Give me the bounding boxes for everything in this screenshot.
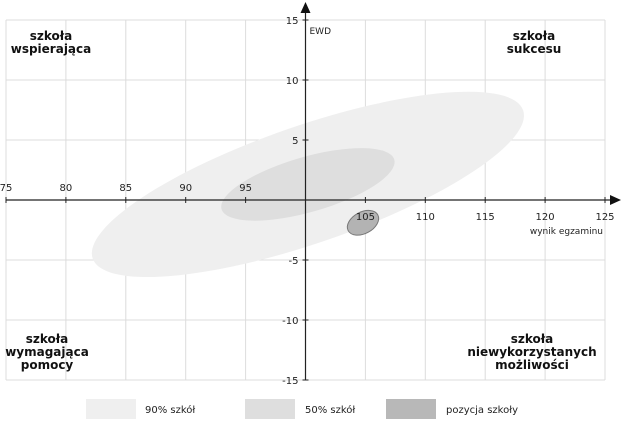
quadrant-label-top-right: szkoła <box>513 29 556 43</box>
quadrant-label-bottom-left: pomocy <box>21 358 74 372</box>
quadrant-label-top-right: sukcesu <box>507 42 562 56</box>
x-tick-label: 110 <box>416 212 435 223</box>
x-axis-label: wynik egzaminu <box>530 227 603 237</box>
y-axis-label: EWD <box>310 27 332 37</box>
x-tick-label: 105 <box>356 212 375 223</box>
x-tick-label: 95 <box>239 183 252 194</box>
legend-label: 90% szkół <box>145 404 195 416</box>
quadrant-label-bottom-left: szkoła <box>26 332 69 346</box>
y-axis-arrow <box>300 2 311 13</box>
y-tick-label: 5 <box>292 136 298 147</box>
x-tick-label: 125 <box>595 212 614 223</box>
quadrant-label-bottom-right: możliwości <box>495 358 569 372</box>
axes <box>5 2 621 381</box>
y-tick-label: -5 <box>289 256 299 267</box>
quadrant-label-bottom-right: niewykorzystanych <box>467 345 596 359</box>
x-tick-label: 90 <box>179 183 192 194</box>
x-tick-label: 80 <box>60 183 73 194</box>
legend-label: pozycja szkoły <box>446 405 518 416</box>
x-tick-label: 85 <box>119 183 132 194</box>
legend-swatch <box>245 399 295 419</box>
quadrant-labels: szkoławspierającaszkołasukcesuszkoławyma… <box>5 29 596 372</box>
legend-label: 50% szkół <box>305 404 355 416</box>
ellipse-school-position <box>346 209 380 236</box>
quadrant-label-top-left: szkoła <box>30 29 73 43</box>
confidence-ellipses <box>91 91 524 278</box>
y-tick-label: 15 <box>286 16 299 27</box>
legend-swatch <box>86 399 136 419</box>
y-tick-label: -15 <box>282 376 298 387</box>
legend-swatch <box>386 399 436 419</box>
quadrant-label-top-left: wspierająca <box>11 42 92 56</box>
y-tick-label: -10 <box>282 316 298 327</box>
x-tick-label: 75 <box>0 183 12 194</box>
x-axis-arrow <box>610 195 621 205</box>
x-tick-label: 115 <box>476 212 495 223</box>
ellipse-50-percent <box>221 148 395 221</box>
quadrant-label-bottom-right: szkoła <box>511 332 554 346</box>
legend: 90% szkół 50% szkół pozycja szkoły <box>86 399 518 419</box>
x-tick-label: 120 <box>536 212 555 223</box>
quadrant-label-bottom-left: wymagająca <box>5 345 89 359</box>
y-tick-label: 10 <box>286 76 299 87</box>
